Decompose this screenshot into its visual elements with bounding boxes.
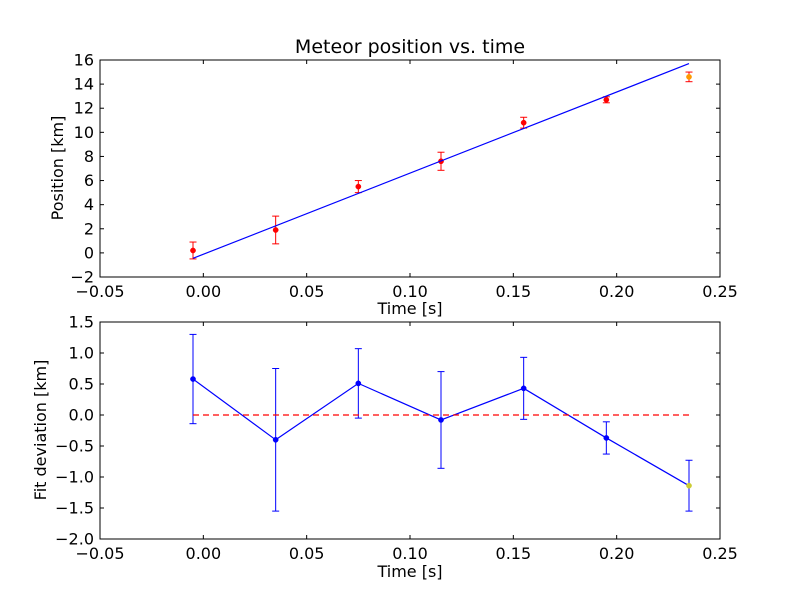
data-point xyxy=(438,417,444,423)
x-tick-label: −0.05 xyxy=(75,544,124,563)
x-axis-label: Time [s] xyxy=(376,299,442,318)
position-plot: Meteor position vs. time Time [s] Positi… xyxy=(48,36,738,318)
data-point xyxy=(603,96,610,103)
y-tick-label: 1.5 xyxy=(69,313,94,332)
x-tick-label: −0.05 xyxy=(75,282,124,301)
x-tick-label: 0.20 xyxy=(599,282,635,301)
y-tick-label: 10 xyxy=(74,123,94,142)
y-tick-label: 0.5 xyxy=(69,375,94,394)
data-point xyxy=(190,247,196,254)
y-tick-label: 8 xyxy=(84,147,94,166)
data-point xyxy=(190,376,196,382)
axes-frame xyxy=(99,59,721,278)
data-point xyxy=(272,227,279,233)
y-axis-label: Position [km] xyxy=(48,116,67,221)
y-tick-label: 12 xyxy=(74,99,94,118)
y-tick-label: 14 xyxy=(74,75,94,94)
x-tick-label: 0.25 xyxy=(702,544,738,563)
deviation-plot: Time [s] Fit deviation [km] −0.05 0.00 0.0… xyxy=(31,313,738,582)
y-axis-label: Fit deviation [km] xyxy=(31,360,50,501)
x-tick-label: 0.10 xyxy=(392,544,428,563)
x-tick-label: 0.05 xyxy=(289,544,325,563)
series-line xyxy=(192,63,690,259)
y-tick-label: 0 xyxy=(84,243,94,262)
x-tick-label: 0.15 xyxy=(496,544,532,563)
x-tick-label: 0.20 xyxy=(599,544,635,563)
y-tick-label: −2.0 xyxy=(55,530,94,549)
x-tick-label: 0.25 xyxy=(702,282,738,301)
x-tick-label: 0.10 xyxy=(392,282,428,301)
data-point xyxy=(686,482,692,489)
x-tick-label: 0.05 xyxy=(289,282,325,301)
y-tick-label: 2 xyxy=(84,219,94,238)
data-point xyxy=(603,435,610,441)
data-point xyxy=(355,380,362,387)
data-point xyxy=(272,436,279,443)
y-tick-label: −1.5 xyxy=(55,499,94,518)
y-tick-label: 0.0 xyxy=(69,406,94,425)
y-tick-label: −2 xyxy=(70,268,94,287)
data-point xyxy=(520,385,527,392)
data-point xyxy=(686,74,692,80)
x-tick-label: 0.00 xyxy=(186,282,222,301)
y-tick-label: 16 xyxy=(74,51,94,70)
y-tick-label: 1.0 xyxy=(69,344,94,363)
data-point xyxy=(355,183,362,190)
y-tick-label: −1.0 xyxy=(55,468,94,487)
data-point xyxy=(520,119,527,126)
y-tick-label: 4 xyxy=(84,195,94,214)
chart-title: Meteor position vs. time xyxy=(295,36,525,58)
y-tick-label: 6 xyxy=(84,171,94,190)
x-tick-label: 0.15 xyxy=(496,282,532,301)
x-tick-label: 0.00 xyxy=(186,544,222,563)
y-tick-label: −0.5 xyxy=(55,437,94,456)
axes-frame xyxy=(99,321,721,540)
x-axis-label: Time [s] xyxy=(376,562,442,581)
